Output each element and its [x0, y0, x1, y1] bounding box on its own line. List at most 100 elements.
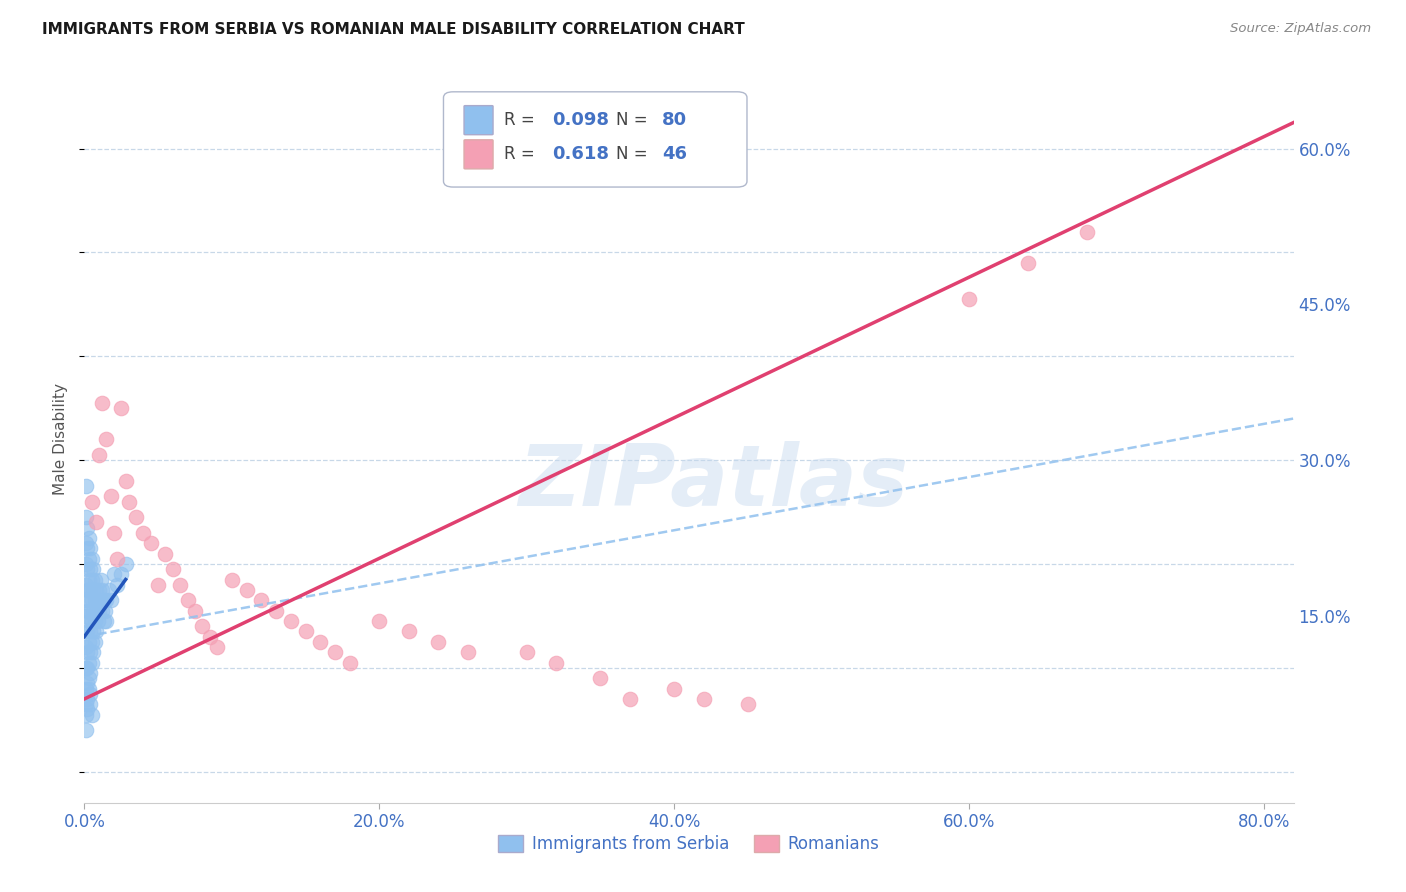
Point — [75, 640, 97, 654]
Point — [79, 604, 101, 618]
Point — [84, 604, 107, 618]
FancyBboxPatch shape — [443, 92, 747, 187]
Point — [77, 656, 100, 670]
Point — [84, 582, 107, 597]
Point — [75, 697, 97, 711]
Point — [96, 432, 118, 446]
Point — [83, 593, 105, 607]
Point — [169, 578, 191, 592]
Point — [82, 582, 104, 597]
Point — [79, 624, 101, 639]
Point — [110, 567, 132, 582]
Point — [75, 608, 97, 623]
Point — [427, 635, 450, 649]
Point — [79, 582, 101, 597]
Point — [84, 516, 107, 530]
Point — [323, 645, 346, 659]
Point — [79, 562, 101, 576]
Point — [76, 702, 98, 716]
Point — [79, 687, 101, 701]
Point — [77, 614, 100, 628]
Point — [75, 707, 97, 722]
Text: R =: R = — [503, 112, 540, 129]
Point — [114, 557, 136, 571]
Point — [76, 541, 98, 556]
Point — [198, 630, 221, 644]
Point — [75, 723, 97, 737]
Point — [139, 536, 162, 550]
Point — [125, 510, 148, 524]
Point — [91, 604, 114, 618]
Point — [619, 692, 641, 706]
Point — [76, 604, 98, 618]
Point — [87, 582, 110, 597]
Point — [516, 645, 538, 659]
Point — [83, 614, 105, 628]
Point — [205, 640, 228, 654]
Point — [77, 573, 100, 587]
Point — [100, 593, 122, 607]
FancyBboxPatch shape — [464, 140, 494, 169]
Point — [162, 562, 184, 576]
Point — [75, 681, 97, 696]
Point — [132, 525, 155, 540]
Point — [84, 624, 107, 639]
Point — [80, 494, 103, 508]
Point — [546, 656, 568, 670]
Point — [79, 541, 101, 556]
Point — [114, 474, 136, 488]
Point — [80, 593, 103, 607]
Point — [692, 692, 714, 706]
Point — [77, 671, 100, 685]
Point — [93, 614, 115, 628]
Point — [146, 578, 169, 592]
Point — [103, 525, 125, 540]
Point — [664, 681, 686, 696]
Point — [155, 547, 177, 561]
Point — [90, 593, 112, 607]
Point — [221, 573, 243, 587]
Point — [93, 593, 115, 607]
Point — [75, 479, 97, 493]
Point — [94, 604, 117, 618]
Legend: Immigrants from Serbia, Romanians: Immigrants from Serbia, Romanians — [492, 829, 886, 860]
Text: 46: 46 — [662, 145, 688, 163]
Point — [176, 593, 198, 607]
Point — [75, 536, 97, 550]
Point — [79, 645, 101, 659]
Point — [80, 614, 103, 628]
Point — [76, 520, 98, 534]
Point — [105, 578, 128, 592]
Point — [76, 645, 98, 659]
Point — [76, 692, 98, 706]
Point — [82, 624, 104, 639]
Point — [737, 697, 759, 711]
Point — [75, 557, 97, 571]
Point — [96, 614, 118, 628]
Point — [457, 645, 479, 659]
Point — [82, 562, 104, 576]
Point — [77, 531, 100, 545]
Point — [75, 510, 97, 524]
Point — [103, 567, 125, 582]
Point — [368, 614, 391, 628]
Point — [82, 604, 104, 618]
Point — [589, 671, 612, 685]
Point — [957, 292, 980, 306]
Point — [91, 396, 114, 410]
Point — [77, 593, 100, 607]
Text: R =: R = — [503, 145, 540, 163]
Text: Source: ZipAtlas.com: Source: ZipAtlas.com — [1230, 22, 1371, 36]
Y-axis label: Male Disability: Male Disability — [53, 384, 69, 495]
Point — [1076, 225, 1098, 239]
Point — [75, 661, 97, 675]
Point — [77, 635, 100, 649]
Point — [191, 619, 214, 633]
Point — [100, 490, 122, 504]
Point — [96, 593, 118, 607]
Text: IMMIGRANTS FROM SERBIA VS ROMANIAN MALE DISABILITY CORRELATION CHART: IMMIGRANTS FROM SERBIA VS ROMANIAN MALE … — [42, 22, 745, 37]
Point — [75, 593, 97, 607]
Point — [309, 635, 332, 649]
Point — [235, 582, 257, 597]
Point — [98, 582, 121, 597]
